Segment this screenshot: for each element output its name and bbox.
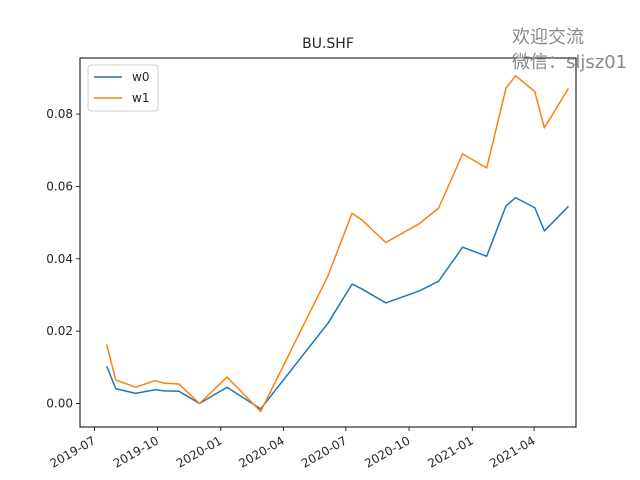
y-tick-label: 0.04 — [46, 252, 73, 266]
series-line-w1 — [106, 74, 570, 413]
axes-frame — [79, 57, 577, 428]
series-lines — [106, 74, 570, 413]
watermark-line-2: 微信：sljsz01 — [512, 52, 627, 73]
chart-title: BU.SHF — [302, 36, 354, 52]
legend: w0 w1 — [87, 64, 159, 112]
y-tick-label: 0.02 — [46, 324, 73, 338]
series-line-w0 — [106, 196, 569, 410]
legend-label-w0: w0 — [132, 70, 149, 84]
y-axis: 0.00 0.02 0.04 0.06 0.08 — [46, 107, 80, 410]
plot-area — [79, 57, 577, 428]
y-tick-label: 0.06 — [46, 179, 73, 193]
legend-label-w1: w1 — [132, 91, 149, 105]
y-tick-label: 0.00 — [46, 396, 73, 410]
watermark-line-1: 欢迎交流 — [512, 27, 584, 48]
y-tick-label: 0.08 — [46, 107, 73, 121]
